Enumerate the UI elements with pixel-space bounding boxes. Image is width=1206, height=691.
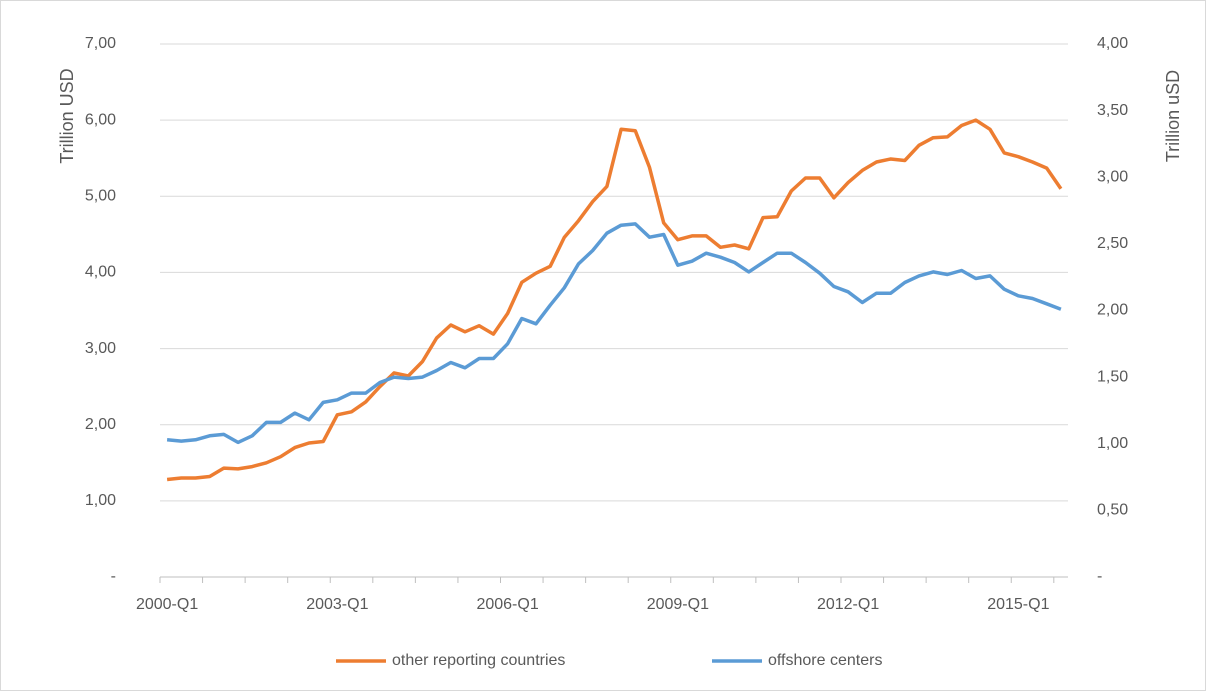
x-tick-label: 2009-Q1 xyxy=(647,596,709,613)
y2-tick-label: 2,00 xyxy=(1097,302,1128,319)
legend-label: offshore centers xyxy=(768,652,882,669)
x-tick-label: 2006-Q1 xyxy=(476,596,538,613)
y-tick-label: 4,00 xyxy=(85,264,116,281)
y-tick-label: 2,00 xyxy=(85,416,116,433)
y-tick-label: 7,00 xyxy=(85,35,116,52)
y2-tick-label: 4,00 xyxy=(1097,35,1128,52)
x-tick-label: 2000-Q1 xyxy=(136,596,198,613)
x-tick-label: 2003-Q1 xyxy=(306,596,368,613)
y2-tick-label: 0,50 xyxy=(1097,502,1128,519)
y-tick-label: 3,00 xyxy=(85,340,116,357)
y2-tick-label: 1,00 xyxy=(1097,435,1128,452)
legend-label: other reporting countries xyxy=(392,652,565,669)
y-tick-label: - xyxy=(111,568,116,585)
y2-tick-label: 2,50 xyxy=(1097,235,1128,252)
x-tick-label: 2015-Q1 xyxy=(987,596,1049,613)
y2-tick-label: 1,50 xyxy=(1097,368,1128,385)
y-tick-label: 6,00 xyxy=(85,111,116,128)
series-line xyxy=(166,222,1062,445)
y-axis-title: Trillion USD xyxy=(57,68,77,163)
series-line xyxy=(166,118,1063,482)
y2-tick-label: - xyxy=(1097,568,1102,585)
y2-tick-label: 3,50 xyxy=(1097,102,1128,119)
y-tick-label: 1,00 xyxy=(85,492,116,509)
y2-axis-title: Trillion uSD xyxy=(1163,70,1183,162)
x-tick-label: 2012-Q1 xyxy=(817,596,879,613)
y-tick-label: 5,00 xyxy=(85,188,116,205)
y2-tick-label: 3,00 xyxy=(1097,168,1128,185)
